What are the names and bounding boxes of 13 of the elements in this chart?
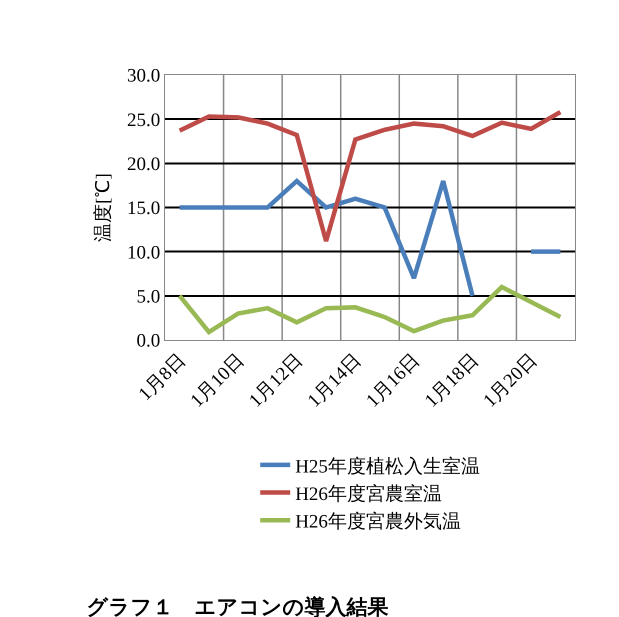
line-series (177, 284, 563, 334)
y-tick-label: 10.0 (126, 242, 160, 264)
y-tick-label: 20.0 (126, 154, 160, 175)
y-tick-label: 0.0 (136, 330, 160, 352)
legend-label: H26年度宮農外気温 (295, 510, 461, 533)
y-axis-title: 温度[℃] (92, 173, 114, 242)
y-tick-label: 15.0 (126, 198, 160, 220)
legend-label: H26年度宮農室温 (295, 482, 442, 505)
y-tick-label: 30.0 (126, 66, 160, 87)
y-tick-label: 25.0 (126, 110, 160, 131)
line-series (177, 110, 563, 244)
y-tick-label: 5.0 (136, 286, 160, 308)
legend-label: H25年度植松入生室温 (295, 455, 480, 478)
